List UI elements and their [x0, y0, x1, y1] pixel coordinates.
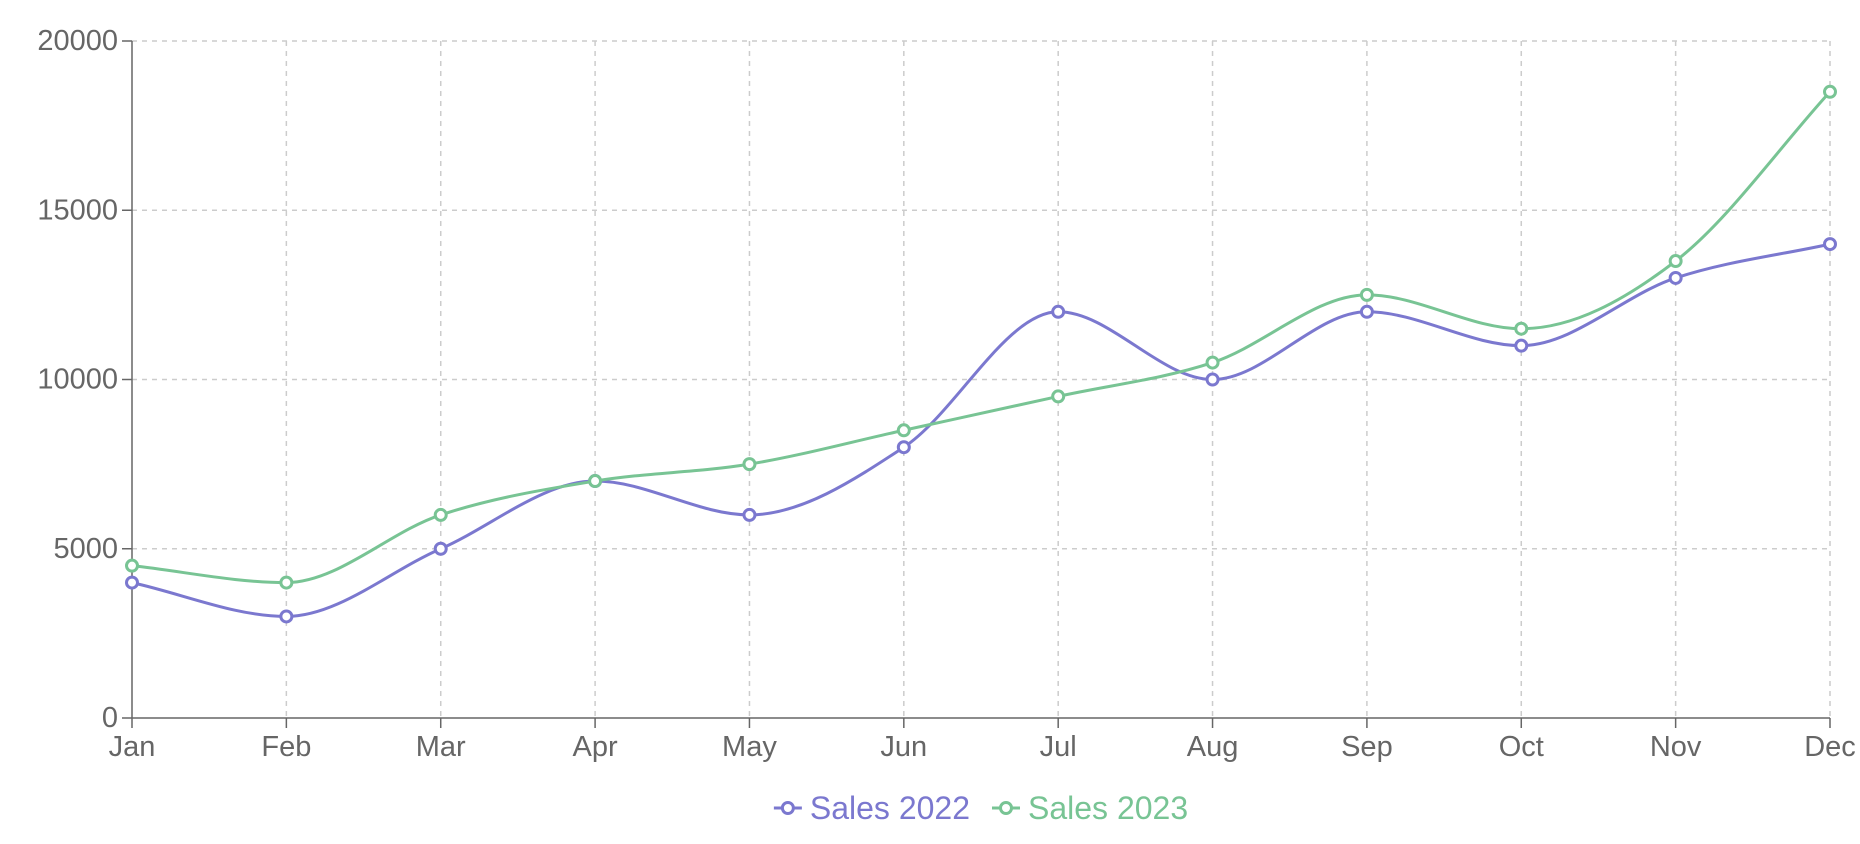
y-tick-label: 0	[102, 702, 118, 734]
data-point-sales-2022-dec[interactable]	[1823, 237, 1837, 252]
data-point-sales-2023-oct[interactable]	[1514, 321, 1529, 336]
axes: 0 5000 10000 15000 20000 Jan Feb Mar Apr May Jun Ju…	[37, 25, 1855, 763]
y-tick-label: 20000	[37, 25, 118, 57]
x-tick-label: Jan	[109, 731, 156, 763]
data-point-sales-2022-mar[interactable]	[433, 541, 448, 556]
legend[interactable]: Sales 2022 Sales 2023	[773, 790, 1188, 826]
legend-item-sales-2022[interactable]: Sales 2022	[773, 790, 970, 826]
y-tick-label: 5000	[53, 533, 118, 565]
data-point-sales-2023-mar[interactable]	[433, 507, 448, 522]
series-line-sales-2022	[131, 242, 1831, 618]
grid	[132, 40, 1831, 718]
data-point-sales-2023-dec[interactable]	[1823, 84, 1837, 99]
legend-item-sales-2023[interactable]: Sales 2023	[992, 790, 1188, 826]
x-tick-label: Jun	[880, 731, 927, 763]
x-tick-label: Dec	[1804, 731, 1856, 763]
legend-marker-icon	[999, 801, 1013, 815]
legend-label: Sales 2022	[810, 790, 970, 826]
data-point-sales-2022-sep[interactable]	[1359, 304, 1374, 319]
data-point-sales-2023-jun[interactable]	[896, 423, 911, 438]
data-point-sales-2022-jul[interactable]	[1051, 304, 1066, 319]
x-tick-label: Aug	[1187, 731, 1239, 763]
y-tick-label: 10000	[37, 364, 118, 396]
data-point-sales-2023-aug[interactable]	[1205, 355, 1220, 370]
legend-label: Sales 2023	[1028, 790, 1188, 826]
x-tick-label: Apr	[573, 731, 618, 763]
series-sales-2022	[125, 237, 1837, 624]
legend-marker-icon	[780, 801, 795, 815]
data-point-sales-2023-may[interactable]	[742, 457, 757, 472]
data-point-sales-2022-jan[interactable]	[125, 575, 139, 590]
data-point-sales-2022-oct[interactable]	[1514, 338, 1529, 353]
data-point-sales-2022-jun[interactable]	[896, 440, 911, 455]
data-point-sales-2022-nov[interactable]	[1668, 270, 1683, 285]
data-point-sales-2023-jul[interactable]	[1051, 389, 1066, 404]
x-tick-label: May	[722, 731, 777, 763]
x-tick-label: Jul	[1040, 731, 1077, 763]
data-point-sales-2022-may[interactable]	[742, 507, 757, 522]
series-sales-2023	[125, 84, 1837, 590]
series-line-sales-2023	[131, 90, 1832, 585]
x-tick-label: Sep	[1341, 731, 1393, 763]
data-point-sales-2023-sep[interactable]	[1359, 287, 1374, 302]
data-point-sales-2023-feb[interactable]	[279, 575, 294, 590]
data-point-sales-2023-jan[interactable]	[125, 558, 139, 573]
x-tick-label: Feb	[261, 731, 311, 763]
data-point-sales-2023-apr[interactable]	[588, 474, 603, 489]
series-layer	[125, 84, 1837, 624]
y-tick-label: 15000	[37, 194, 118, 226]
data-point-sales-2022-aug[interactable]	[1205, 372, 1220, 387]
x-tick-label: Nov	[1650, 731, 1702, 763]
data-point-sales-2022-feb[interactable]	[279, 609, 294, 624]
data-point-sales-2023-nov[interactable]	[1668, 254, 1683, 269]
x-tick-label: Oct	[1499, 731, 1544, 763]
x-tick-label: Mar	[416, 731, 466, 763]
